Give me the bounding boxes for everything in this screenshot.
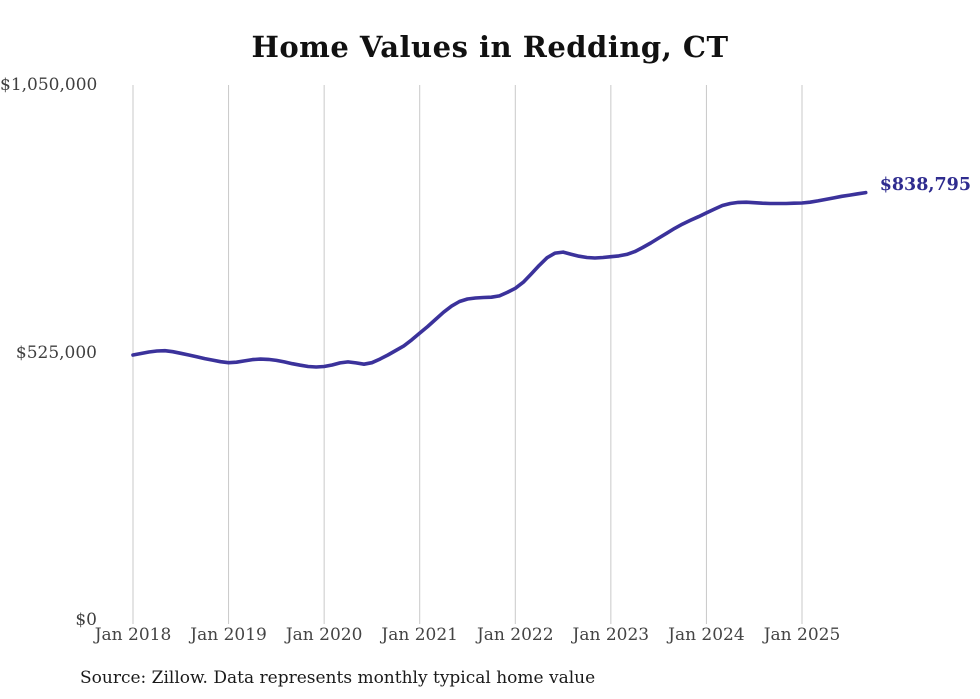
x-tick-label: Jan 2021 [381, 625, 458, 645]
source-note: Source: Zillow. Data represents monthly … [80, 668, 596, 688]
y-tick-label: $1,050,000 [0, 75, 98, 95]
end-value-label: $838,795 [879, 174, 972, 195]
x-tick-label: Jan 2022 [476, 625, 554, 645]
chart-title: Home Values in Redding, CT [251, 30, 729, 64]
x-tick-label: Jan 2024 [668, 625, 745, 645]
gridlines-group [132, 85, 803, 624]
x-tick-label: Jan 2025 [763, 625, 841, 645]
x-tick-label: Jan 2020 [285, 625, 363, 645]
home-value-line [131, 190, 868, 369]
x-tick-label: Jan 2019 [190, 625, 267, 645]
y-tick-label: $525,000 [15, 342, 97, 363]
x-tick-label: Jan 2023 [572, 625, 650, 645]
y-tick-label: $0 [75, 610, 97, 630]
x-tick-label: Jan 2018 [94, 625, 172, 645]
